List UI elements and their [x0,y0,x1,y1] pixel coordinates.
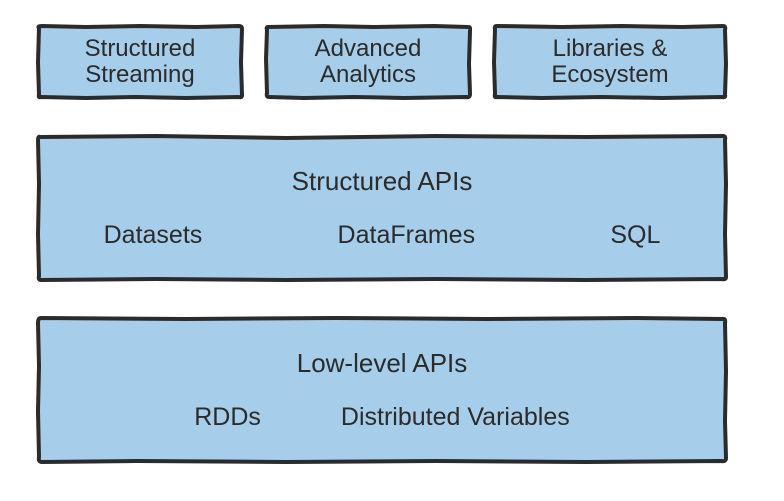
item-sql: SQL [610,221,660,250]
label-line1: Structured [36,36,244,62]
architecture-diagram: Structured Streaming Advanced Analytics … [0,0,784,501]
structured-apis-title: Structured APIs [36,166,728,197]
label-line2: Streaming [36,62,244,88]
low-level-apis-items: RDDs Distributed Variables [36,403,728,432]
box-advanced-analytics: Advanced Analytics [264,24,472,100]
label-line2: Ecosystem [492,62,728,88]
box-structured-apis: Structured APIs Datasets DataFrames SQL [36,134,728,282]
item-datasets: Datasets [104,221,203,250]
low-level-apis-title: Low-level APIs [36,348,728,379]
box-low-level-apis: Low-level APIs RDDs Distributed Variable… [36,316,728,464]
structured-apis-items: Datasets DataFrames SQL [36,221,728,250]
box-libraries-ecosystem: Libraries & Ecosystem [492,24,728,100]
item-dataframes: DataFrames [338,221,476,250]
label-line1: Advanced [264,36,472,62]
label-line2: Analytics [264,62,472,88]
label-line1: Libraries & [492,36,728,62]
box-structured-streaming: Structured Streaming [36,24,244,100]
item-rdds: RDDs [194,403,261,432]
item-distributed-variables: Distributed Variables [341,403,570,432]
